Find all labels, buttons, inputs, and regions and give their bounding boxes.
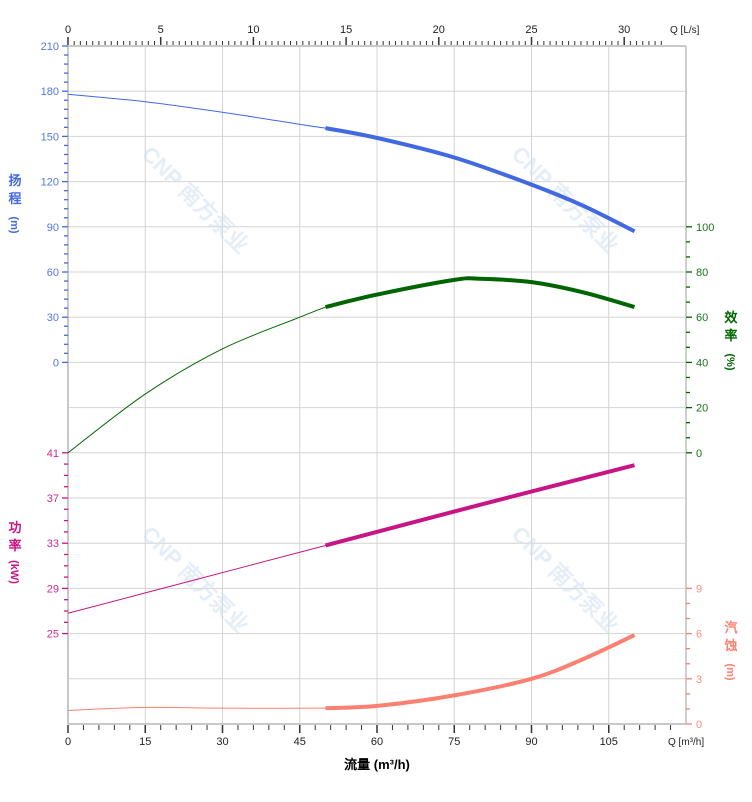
x-tick-label-top: 30 [618,24,630,36]
x-axis-top-unit: Q [L/s] [670,25,700,36]
watermark-logo: CNP 南方泵业 [507,521,624,638]
y-tick-label-npsh: 3 [696,674,702,686]
x-tick-label-bottom: 75 [448,736,460,748]
x-tick-label-bottom: 30 [216,736,228,748]
x-tick-label-bottom: 45 [294,736,306,748]
curve-power-thin [67,544,326,614]
x-tick-label-top: 5 [158,24,164,36]
axis-title-power: 率 [8,538,21,553]
curve-head-thin [67,93,326,129]
curve-npsh-operating [325,633,636,711]
x-tick-label-top: 15 [340,24,352,36]
x-tick-label-top: 20 [433,24,445,36]
x-tick-label-bottom: 60 [371,736,383,748]
y-tick-label-power: 25 [47,629,59,641]
curve-efficiency-operating [325,276,636,309]
y-tick-label-efficiency: 0 [696,448,702,460]
curve-efficiency-thin [67,306,326,454]
axis-title-power: (kW) [8,560,20,584]
x-tick-label-top: 10 [247,24,259,36]
grid [68,45,687,725]
axis-labels: 流量 (m³/h) Q [m³/h] Q [L/s] 扬程(m)功率(kW)效率… [8,25,738,772]
axis-title-npsh: 汽 [724,620,737,635]
y-tick-label-npsh: 9 [696,583,702,595]
axis-title-head: 程 [8,191,21,206]
x-tick-label-top: 0 [65,24,71,36]
curve-head-operating [325,126,636,234]
watermark-logo: CNP 南方泵业 [137,141,254,258]
axis-title-npsh: (m) [724,663,736,680]
y-tick-label-power: 41 [47,448,59,460]
y-tick-label-head: 90 [47,222,59,234]
y-tick-label-efficiency: 80 [696,267,708,279]
axis-title-head: 扬 [8,173,21,188]
x-axis-title: 流量 (m³/h) [344,757,410,772]
x-tick-label-bottom: 15 [139,736,151,748]
y-tick-label-power: 29 [47,583,59,595]
curve-npsh-thin [67,706,326,711]
curve-power-operating [324,463,635,548]
x-tick-label-bottom: 0 [65,736,71,748]
y-tick-label-head: 210 [41,41,59,53]
axis-title-power: 功 [8,520,21,535]
axis-title-head: (m) [8,216,20,233]
y-tick-label-efficiency: 40 [696,357,708,369]
y-tick-label-power: 33 [47,538,59,550]
y-tick-label-head: 0 [53,357,59,369]
y-tick-label-npsh: 0 [696,719,702,731]
y-tick-label-head: 30 [47,312,59,324]
y-tick-label-power: 37 [47,493,59,505]
y-tick-label-efficiency: 20 [696,403,708,415]
y-tick-label-head: 150 [41,131,59,143]
axis-title-efficiency: (%) [724,353,736,370]
axis-title-efficiency: 效 [724,310,738,325]
axis-title-efficiency: 率 [724,328,737,343]
x-axis-bottom-unit: Q [m³/h] [668,737,704,748]
x-tick-label-bottom: 105 [600,736,618,748]
y-tick-label-head: 180 [41,86,59,98]
y-tick-label-npsh: 6 [696,629,702,641]
y-tick-label-efficiency: 60 [696,312,708,324]
x-tick-label-top: 25 [525,24,537,36]
y-tick-label-head: 60 [47,267,59,279]
x-tick-label-bottom: 90 [525,736,537,748]
curves [67,93,636,711]
y-tick-label-head: 120 [41,177,59,189]
axis-title-npsh: 蚀 [723,638,737,653]
y-tick-label-efficiency: 100 [696,222,714,234]
